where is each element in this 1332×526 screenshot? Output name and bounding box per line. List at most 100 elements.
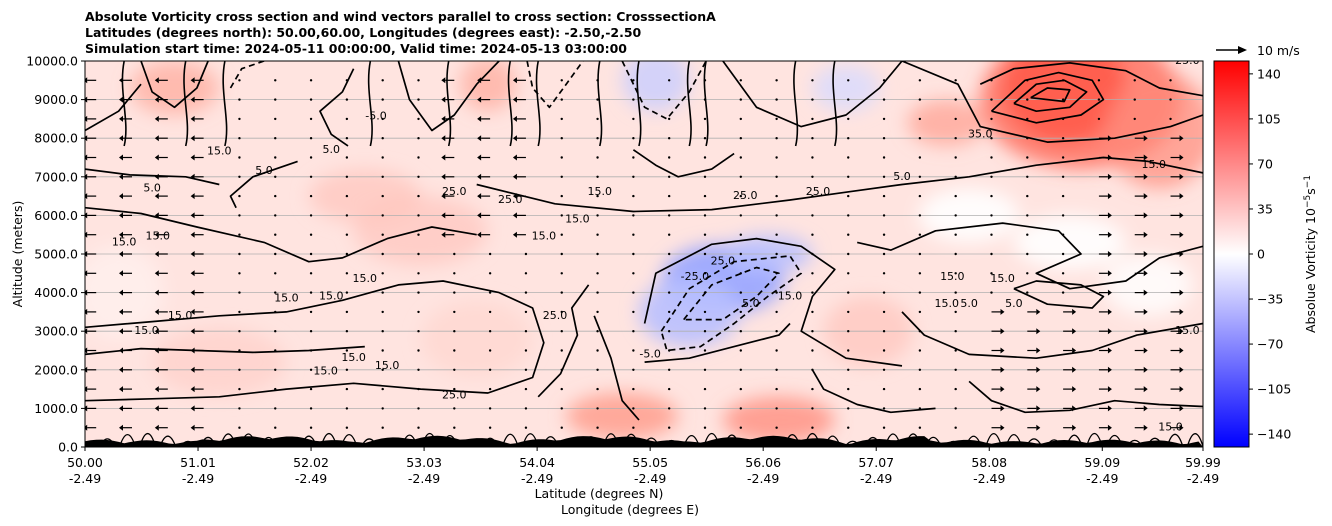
wind-vector: [632, 310, 635, 314]
wind-vector: [667, 426, 671, 429]
wind-vector: [954, 368, 957, 371]
wind-vector: [417, 175, 420, 178]
wind-vector-head: [1072, 328, 1077, 335]
wind-vector: [238, 310, 241, 314]
wind-vector: [417, 117, 420, 121]
wind-vector-head: [190, 173, 195, 180]
wind-vector: [345, 175, 349, 178]
wind-vector: [667, 137, 671, 140]
wind-vector: [1133, 98, 1136, 101]
wind-vector-head: [190, 193, 195, 200]
wind-vector: [739, 272, 743, 275]
wind-vector: [811, 387, 814, 391]
wind-vector: [309, 214, 313, 217]
wind-vector-head: [477, 77, 482, 84]
wind-vector: [954, 310, 957, 314]
wind-vector-head: [1179, 405, 1184, 412]
x-tick-label-lon: -2.49: [973, 471, 1005, 486]
wind-vector: [882, 426, 886, 429]
colorbar-tick-label: −70: [1257, 337, 1283, 352]
x-tick-label-lon: -2.49: [69, 471, 101, 486]
terrain-contour: [844, 440, 862, 447]
contour-solid: [140, 61, 209, 109]
wind-vector: [632, 79, 635, 82]
wind-vector: [918, 252, 922, 256]
contour-solid: [319, 68, 355, 147]
wind-vector-head: [119, 115, 124, 122]
wind-vector: [381, 368, 384, 371]
wind-vector: [882, 156, 886, 159]
wind-vector-head: [1179, 193, 1184, 200]
wind-vector: [560, 156, 563, 159]
x-tick-label-lon: -2.49: [1086, 471, 1118, 486]
wind-vector-head: [154, 289, 159, 296]
contour-streak: [535, 61, 541, 147]
terrain-contour: [300, 435, 318, 447]
wind-vector-head: [1107, 366, 1112, 373]
terrain-contour: [1186, 433, 1203, 447]
wind-vector: [560, 330, 563, 333]
wind-vector-head: [190, 405, 195, 412]
wind-vector: [560, 387, 563, 391]
wind-vector-head: [154, 193, 159, 200]
terrain-contour: [1005, 433, 1023, 447]
x-tick-label-lon: -2.49: [182, 471, 214, 486]
wind-vector: [238, 98, 241, 101]
vorticity-blob: [459, 61, 516, 112]
wind-vector: [1026, 194, 1029, 198]
terrain-contour: [783, 434, 801, 447]
wind-vector: [847, 252, 850, 256]
contour-label: 15.0: [112, 235, 137, 248]
wind-vector: [560, 407, 563, 410]
contour-label: 15.0: [134, 324, 159, 337]
wind-vector-head: [1000, 405, 1005, 412]
wind-vector-head: [1107, 193, 1112, 200]
wind-vector: [882, 98, 886, 101]
wind-vector: [847, 137, 850, 140]
wind-vector: [417, 368, 420, 371]
wind-vector: [632, 272, 635, 275]
wind-vector: [417, 214, 420, 217]
wind-vector: [811, 310, 814, 314]
terrain-contour: [864, 436, 882, 447]
x-tick-label-lon: -2.49: [295, 471, 327, 486]
vorticity-blob: [1103, 254, 1193, 316]
wind-vector: [667, 252, 671, 256]
wind-vector: [703, 175, 707, 178]
wind-vector: [918, 79, 922, 82]
wind-vector-head: [1072, 366, 1077, 373]
wind-vector: [632, 330, 635, 333]
wind-vector-head: [477, 154, 482, 161]
terrain-contour: [259, 436, 278, 447]
wind-vector-head: [154, 135, 159, 142]
wind-vector: [453, 310, 456, 314]
terrain-contour: [320, 432, 338, 447]
wind-vector-head: [119, 77, 124, 84]
wind-vector: [775, 98, 778, 101]
wind-vector-head: [154, 173, 159, 180]
wind-vector: [596, 214, 599, 217]
wind-vector: [417, 310, 420, 314]
wind-vector: [1061, 214, 1065, 217]
contour-streak: [597, 61, 603, 147]
terrain-contour: [622, 433, 640, 447]
quiver-key: 10 m/s: [1216, 43, 1300, 58]
wind-vector: [775, 349, 778, 352]
wind-vector-head: [1143, 308, 1148, 315]
terrain-contour: [642, 437, 660, 447]
wind-vector: [417, 349, 420, 352]
wind-vector: [1097, 98, 1101, 101]
wind-vector: [990, 137, 993, 140]
contour-label: 25.0: [543, 309, 568, 322]
wind-vector: [990, 175, 993, 178]
contour-label: 5.0: [960, 297, 978, 310]
wind-vector: [739, 156, 743, 159]
wind-vector: [667, 291, 671, 294]
wind-vector: [775, 407, 778, 410]
x-tick-label-lon: -2.49: [521, 471, 553, 486]
wind-vector-head: [85, 96, 88, 103]
wind-vector: [596, 387, 599, 391]
wind-vector: [1133, 117, 1136, 121]
wind-vector: [775, 117, 778, 121]
wind-vector: [990, 252, 993, 256]
